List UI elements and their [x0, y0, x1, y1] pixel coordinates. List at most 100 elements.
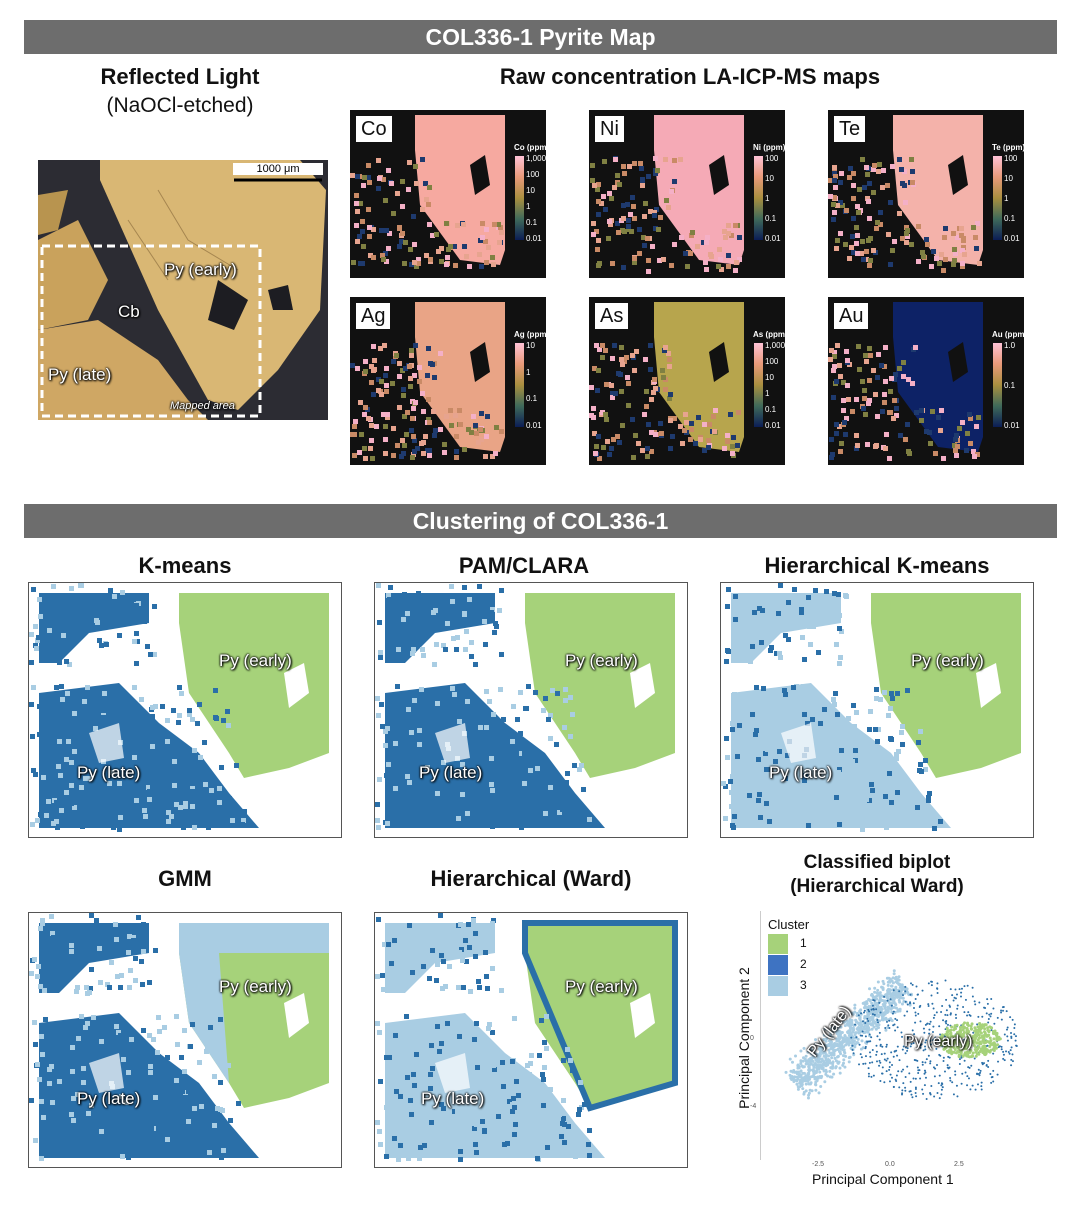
biplot-point: [893, 1002, 897, 1006]
biplot-point: [935, 1047, 938, 1050]
biplot-point: [959, 1042, 963, 1046]
cluster-label-early: Py (early): [565, 977, 638, 996]
biplot-point: [912, 1002, 915, 1005]
biplot-point: [978, 1041, 982, 1045]
biplot-point: [892, 998, 896, 1002]
biplot-point: [888, 1080, 891, 1083]
biplot-point: [806, 1096, 810, 1100]
banner-clustering: Clustering of COL336-1: [24, 504, 1057, 538]
biplot-point: [909, 1090, 912, 1093]
biplot-point: [904, 1046, 907, 1049]
biplot-point: [859, 1047, 863, 1051]
biplot-point: [930, 984, 933, 987]
cluster-label-late: Py (late): [769, 763, 833, 782]
legend-swatch-1: [768, 934, 788, 954]
biplot-point: [824, 1072, 828, 1076]
biplot-point: [949, 988, 952, 991]
biplot-point: [884, 1028, 888, 1032]
biplot-point: [894, 1017, 897, 1020]
biplot-point: [892, 1010, 895, 1013]
biplot-point: [853, 1042, 857, 1046]
biplot-point: [1000, 1048, 1003, 1051]
scale-bar-label: 1000 μm: [233, 163, 323, 175]
colorbar-tick: 1: [1004, 194, 1009, 203]
biplot-point: [965, 1030, 969, 1034]
biplot-point: [789, 1075, 793, 1079]
biplot-point: [941, 1004, 944, 1007]
reflected-light-image: 1000 μm Py (early) Cb Py (late) Mapped a…: [38, 160, 328, 420]
biplot-point: [963, 1011, 966, 1014]
cluster-map-2: Py (early) Py (late): [720, 582, 1034, 838]
biplot-point: [890, 1076, 893, 1079]
biplot-point: [917, 1072, 920, 1075]
biplot-point: [883, 1006, 887, 1010]
biplot-point: [833, 1041, 837, 1045]
biplot-point: [1010, 1031, 1013, 1034]
biplot-point: [927, 1054, 930, 1057]
biplot-point: [873, 990, 877, 994]
biplot-point: [979, 1047, 983, 1051]
biplot-point: [960, 1048, 964, 1052]
biplot-point: [974, 1003, 977, 1006]
biplot-point: [989, 1015, 992, 1018]
biplot-point: [803, 1075, 807, 1079]
biplot-point: [991, 1029, 995, 1033]
cluster-label-late: Py (late): [419, 763, 483, 782]
biplot-point: [914, 1011, 917, 1014]
biplot-point: [800, 1076, 804, 1080]
biplot-point: [912, 1077, 915, 1080]
colorbar: [754, 156, 763, 240]
biplot-point: [808, 1061, 812, 1065]
biplot-point: [986, 1002, 989, 1005]
biplot-point: [927, 1003, 930, 1006]
biplot-point: [1014, 1035, 1017, 1038]
biplot-point: [927, 1005, 930, 1008]
biplot-point: [866, 1040, 869, 1043]
biplot-point: [952, 1038, 956, 1042]
biplot-point: [998, 1045, 1001, 1048]
cluster-map-1: Py (early) Py (late): [374, 582, 688, 838]
biplot-point: [917, 1069, 920, 1072]
biplot-point: [954, 1070, 957, 1073]
biplot-point: [802, 1056, 806, 1060]
biplot-point: [930, 1084, 933, 1087]
biplot-point: [907, 1037, 910, 1040]
biplot-point: [827, 1054, 831, 1058]
biplot-point: [914, 1088, 917, 1090]
biplot-point: [830, 1066, 834, 1070]
map-te: Te Te (ppm) 100 10 1 0.1 0.01: [828, 110, 1024, 278]
biplot-ylabel: Principal Component 2: [735, 967, 752, 1109]
biplot-point: [809, 1045, 813, 1049]
colorbar: [515, 343, 524, 427]
biplot-point: [829, 1035, 833, 1039]
biplot-point: [816, 1065, 820, 1069]
biplot-point: [904, 1076, 907, 1079]
biplot-point: [817, 1060, 821, 1064]
biplot-point: [819, 1042, 823, 1046]
biplot-point: [824, 1055, 828, 1059]
biplot-point: [846, 1030, 850, 1034]
biplot-point: [860, 1056, 863, 1059]
biplot-point: [955, 1042, 959, 1046]
biplot-point: [864, 1062, 867, 1065]
biplot-point: [976, 1047, 980, 1051]
biplot-point: [902, 999, 906, 1003]
biplot-point: [879, 994, 883, 998]
biplot-point: [990, 1081, 993, 1084]
biplot-point: [928, 1036, 931, 1039]
colorbar-tick: 100: [1004, 154, 1018, 163]
biplot-point: [908, 1072, 911, 1075]
biplot-point: [928, 1023, 931, 1026]
biplot-point: [819, 1076, 823, 1080]
element-label-ni: Ni: [595, 116, 624, 142]
biplot-point: [1009, 1049, 1012, 1052]
biplot-point: [900, 996, 904, 1000]
biplot-point: [867, 1072, 870, 1075]
biplot-point: [870, 1036, 873, 1039]
biplot-point: [948, 1048, 952, 1052]
title-hier-kmeans: Hierarchical K-means: [764, 553, 990, 578]
biplot-point: [888, 1061, 891, 1064]
xtick-2: 0.0: [885, 1161, 895, 1168]
biplot-point: [945, 1032, 949, 1036]
biplot-point: [956, 1004, 959, 1007]
